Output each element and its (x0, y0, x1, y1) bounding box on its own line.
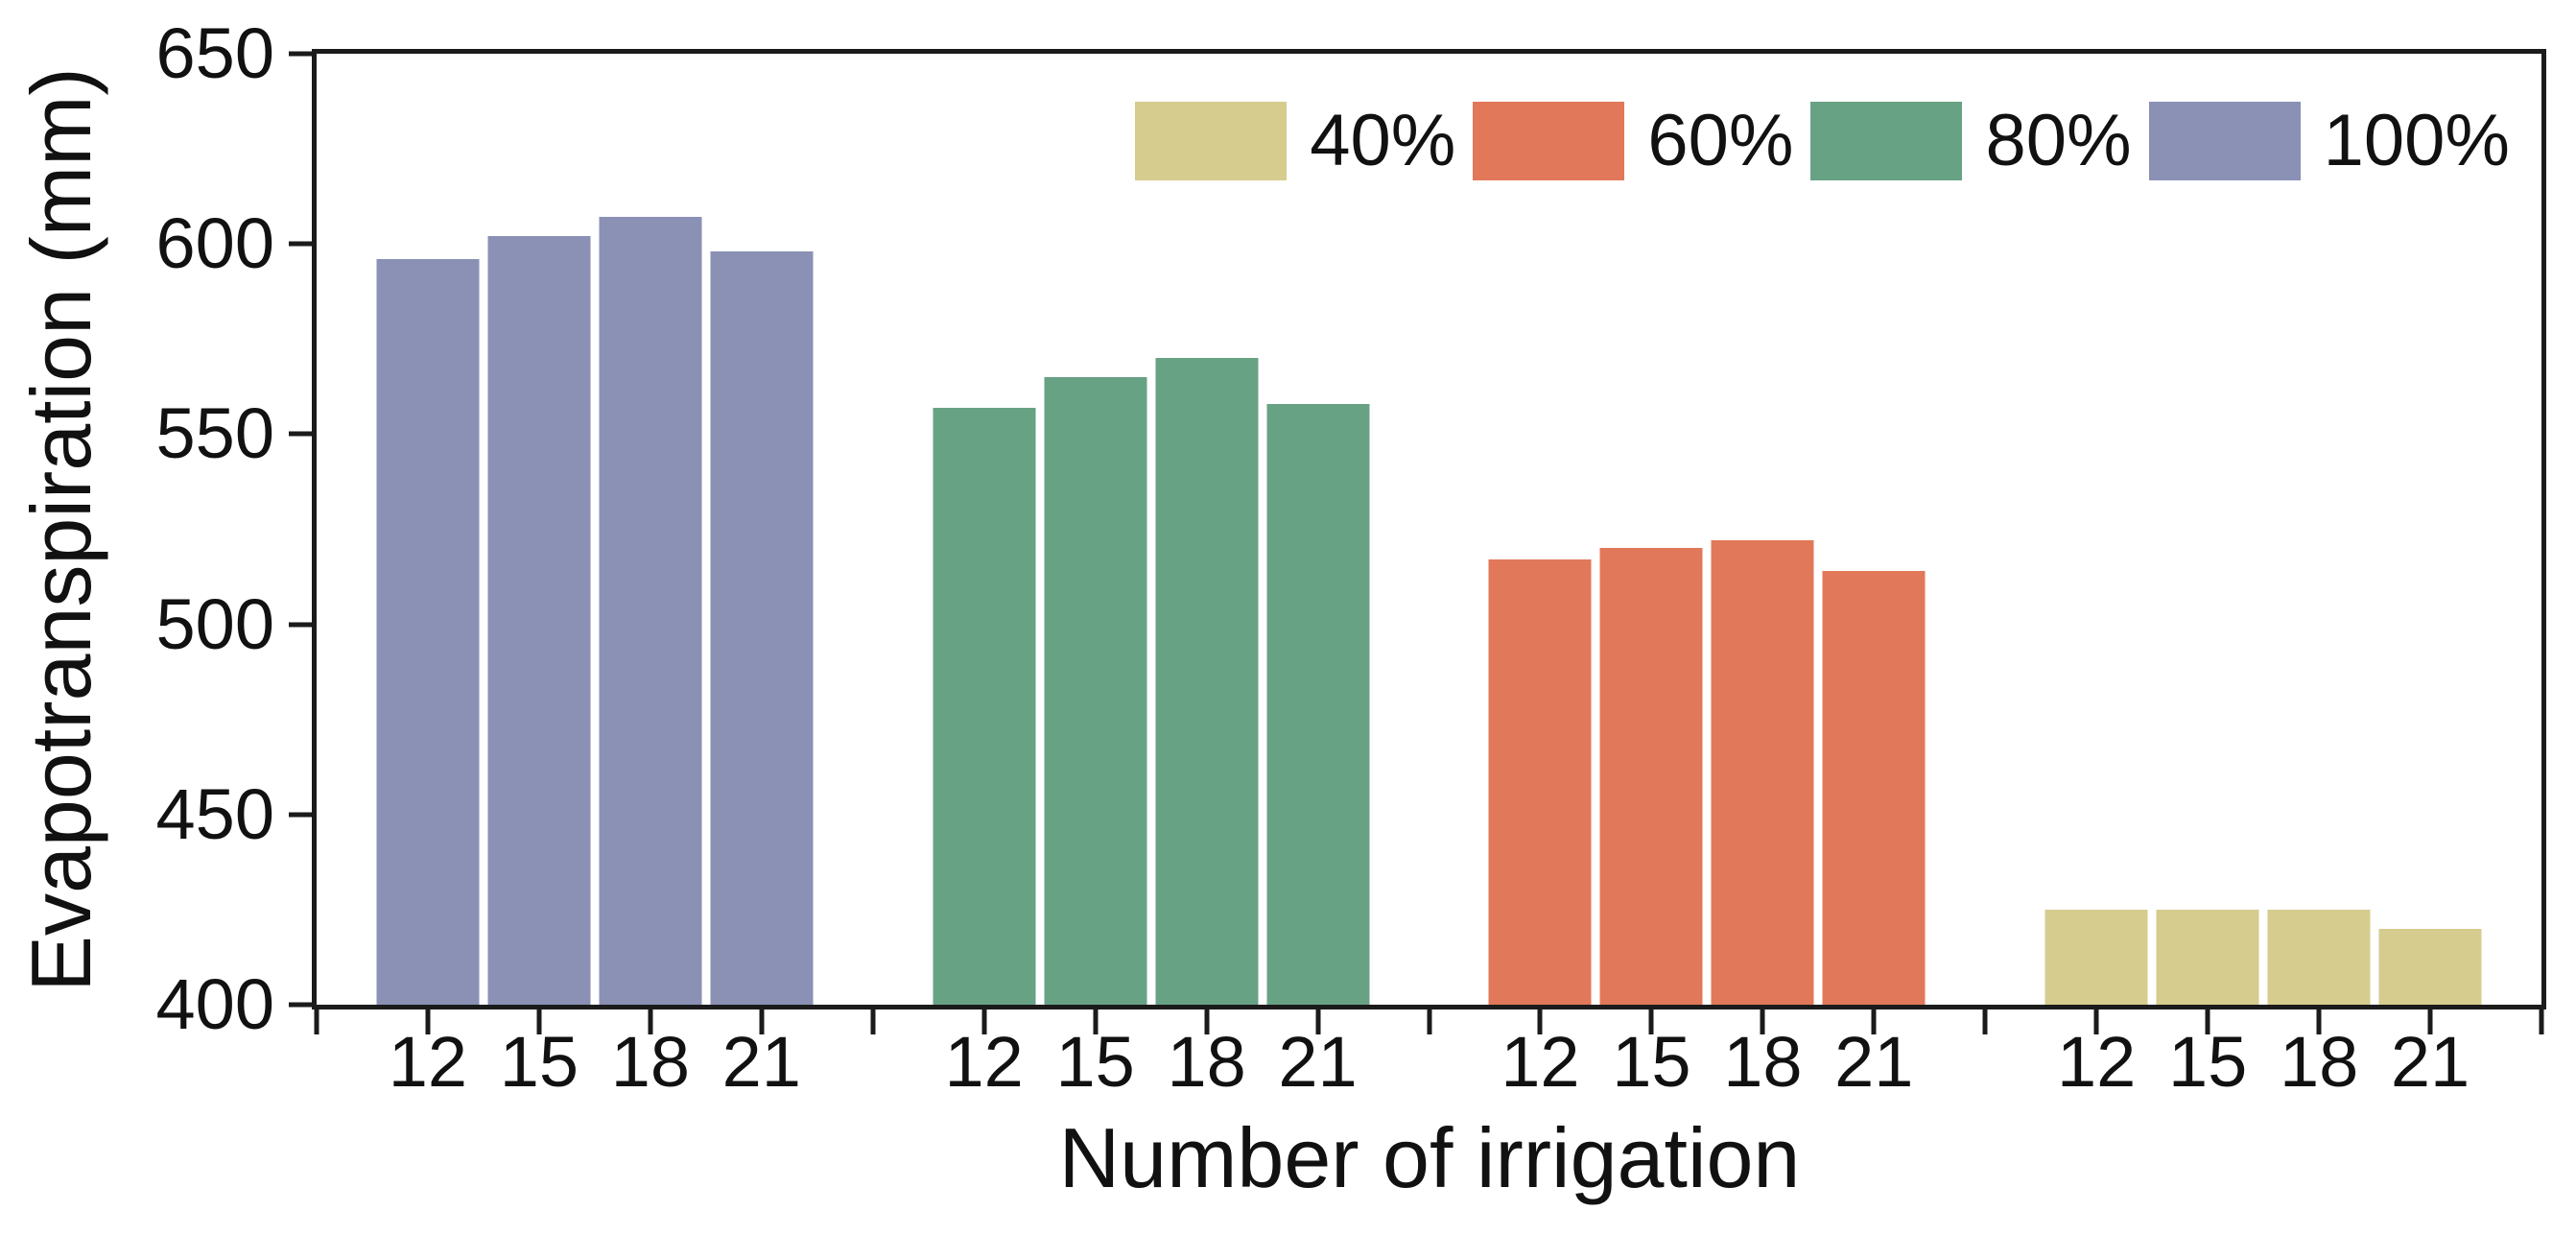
y-tick-label: 550 (155, 393, 274, 474)
y-tick-mark (289, 431, 312, 437)
x-tick-mark (536, 1009, 542, 1034)
x-tick-mark (2539, 1009, 2544, 1034)
x-tick-mark (425, 1009, 431, 1034)
bar-100%-21 (710, 251, 814, 1005)
x-tick-mark (1204, 1009, 1210, 1034)
x-tick-label: 21 (1278, 1022, 1358, 1102)
bar-80%-21 (1266, 403, 1370, 1005)
legend-label: 80% (1985, 100, 2132, 181)
x-tick-mark (1315, 1009, 1321, 1034)
x-tick-mark (1760, 1009, 1765, 1034)
x-tick-label: 18 (1167, 1022, 1246, 1102)
y-tick-mark (289, 51, 312, 57)
x-tick-mark (314, 1009, 319, 1034)
y-axis-title: Evapotranspiration (mm) (13, 67, 108, 992)
legend-swatch (1810, 102, 1963, 180)
bar-60%-12 (1488, 559, 1592, 1005)
bar-40%-21 (2378, 928, 2482, 1005)
legend-item: 60% (1473, 102, 1793, 180)
x-axis-title: Number of irrigation (1058, 1110, 1801, 1205)
x-tick-label: 15 (499, 1022, 579, 1102)
x-tick-label: 18 (610, 1022, 690, 1102)
x-tick-mark (1427, 1009, 1431, 1034)
x-tick-label: 21 (721, 1022, 801, 1102)
bar-60%-15 (1599, 548, 1703, 1005)
legend-item: 40% (1135, 102, 1455, 180)
legend-item: 80% (1810, 100, 2132, 181)
legend-swatch (1473, 102, 1625, 180)
x-tick-mark (1982, 1009, 1988, 1034)
plot-area: 40% 60% 80% 100% 650 600 550 500 450 400 12 15 18 2… (156, 18, 2546, 1102)
x-tick-label: 12 (944, 1022, 1024, 1102)
legend-item: 100% (2148, 100, 2510, 181)
legend-label: 40% (1310, 100, 1456, 181)
x-tick-mark (2093, 1009, 2099, 1034)
bar-100%-15 (487, 236, 591, 1005)
x-tick-label: 12 (388, 1022, 468, 1102)
legend: 40% 60% 80% 100% (1135, 102, 2510, 180)
x-tick-mark (2205, 1009, 2210, 1034)
x-tick-label: 21 (1834, 1022, 1914, 1102)
y-tick-mark (289, 812, 312, 818)
bar-80%-18 (1155, 358, 1259, 1005)
x-tick-label: 12 (2057, 1022, 2137, 1102)
x-tick-label: 18 (1723, 1022, 1803, 1102)
legend-swatch (1135, 102, 1288, 180)
y-tick-mark (289, 622, 312, 628)
bar-40%-15 (2156, 909, 2259, 1005)
x-tick-mark (648, 1009, 653, 1034)
x-tick-mark (981, 1009, 987, 1034)
x-tick-mark (2316, 1009, 2322, 1034)
x-tick-mark (1093, 1009, 1099, 1034)
bar-60%-21 (1822, 571, 1926, 1005)
bar-100%-18 (599, 217, 702, 1005)
x-tick-label: 18 (2279, 1022, 2359, 1102)
y-tick-label: 500 (155, 583, 274, 664)
x-tick-mark (2427, 1009, 2433, 1034)
y-tick-mark (289, 1002, 312, 1008)
legend-label: 100% (2323, 100, 2510, 181)
x-tick-mark (759, 1009, 765, 1034)
x-tick-mark (1871, 1009, 1877, 1034)
bar-40%-18 (2267, 909, 2371, 1005)
y-tick-label: 400 (155, 964, 274, 1044)
x-tick-label: 15 (1055, 1022, 1135, 1102)
bar-100%-12 (376, 259, 480, 1005)
x-tick-mark (1648, 1009, 1654, 1034)
y-tick-label: 650 (155, 13, 274, 93)
x-tick-label: 15 (2167, 1022, 2248, 1102)
y-tick-mark (289, 241, 312, 247)
bar-40%-12 (2044, 909, 2148, 1005)
x-tick-label: 15 (1612, 1022, 1691, 1102)
legend-label: 60% (1647, 100, 1794, 181)
x-tick-label: 12 (1501, 1022, 1580, 1102)
bar-80%-15 (1044, 376, 1147, 1005)
x-tick-mark (1537, 1009, 1543, 1034)
x-tick-label: 21 (2390, 1022, 2470, 1102)
bar-60%-18 (1711, 540, 1814, 1005)
y-tick-label: 450 (155, 773, 274, 854)
y-tick-label: 600 (155, 203, 274, 284)
legend-swatch (2148, 102, 2301, 180)
x-tick-mark (870, 1009, 876, 1034)
bar-80%-12 (933, 407, 1036, 1005)
